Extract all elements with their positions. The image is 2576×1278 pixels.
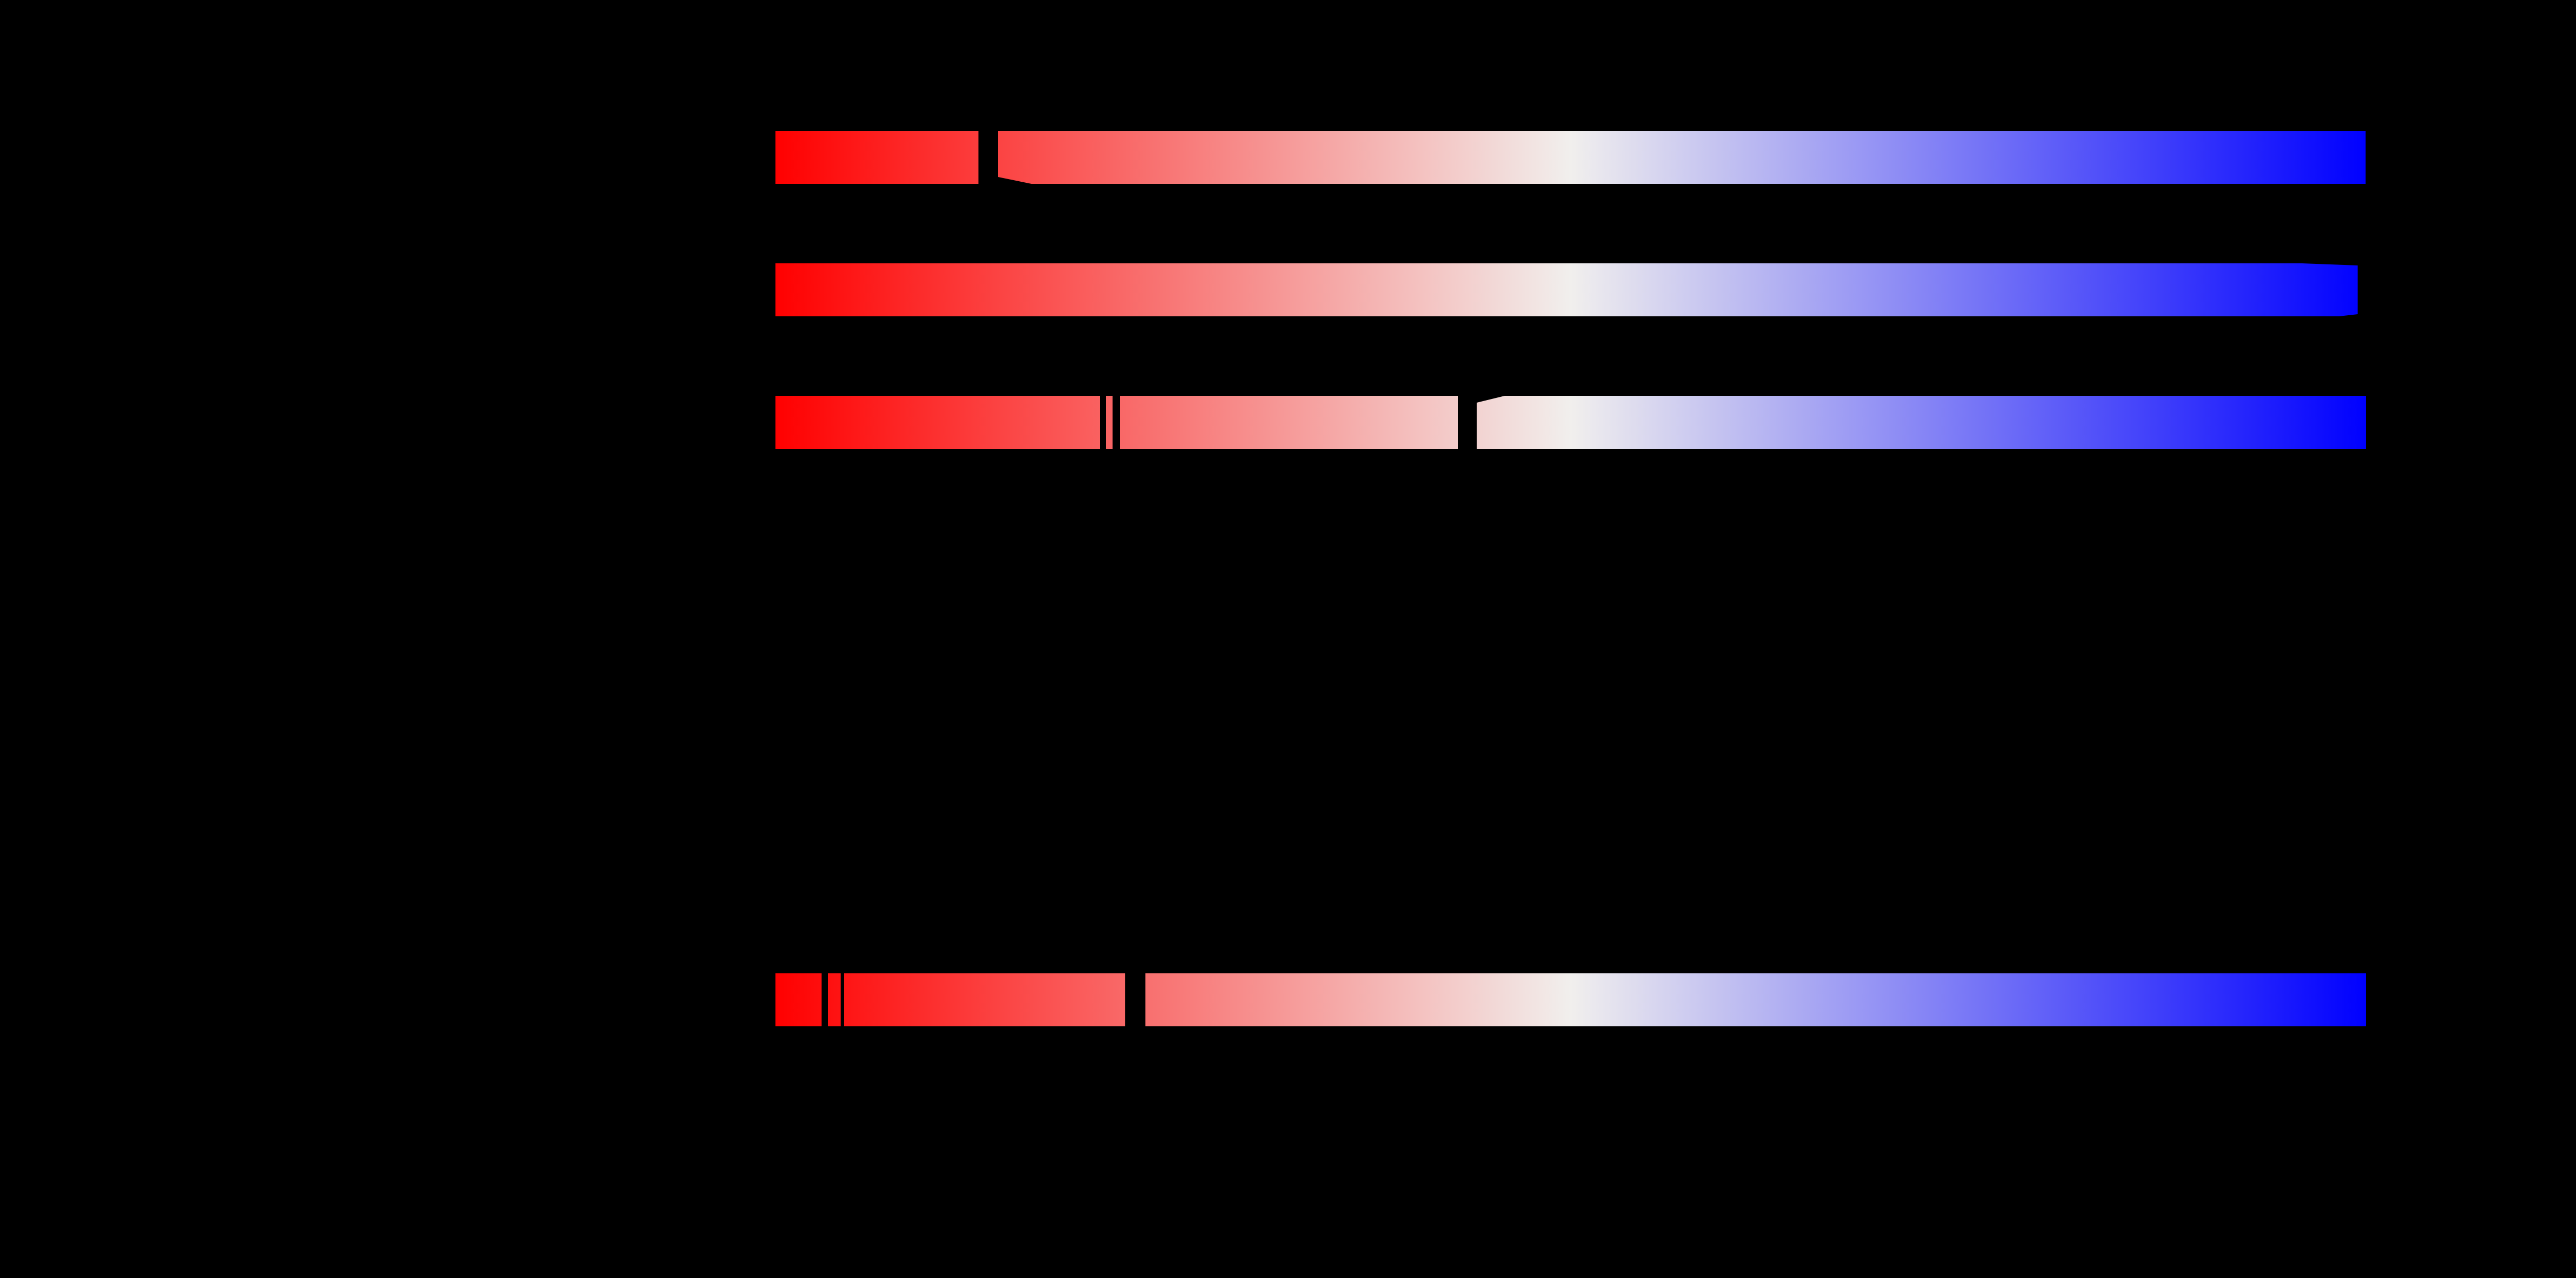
segment-gap <box>1100 396 1106 449</box>
segment-gap <box>841 973 844 1026</box>
segment-gap <box>1113 396 1120 449</box>
segment-gap <box>822 973 828 1026</box>
segment-corner-notch <box>2302 263 2366 316</box>
gradient-bar-2 <box>775 263 2366 316</box>
gradient-bar-1 <box>775 131 2366 184</box>
segment-gap <box>1125 973 1145 1026</box>
segment-gap <box>1458 396 1477 449</box>
gradient-bar-3 <box>775 396 2366 449</box>
segment-corner-notch <box>998 177 1031 184</box>
segment-gap <box>978 131 998 184</box>
segment-corner-notch <box>1476 396 1505 403</box>
gradient-bar-4 <box>775 973 2366 1026</box>
